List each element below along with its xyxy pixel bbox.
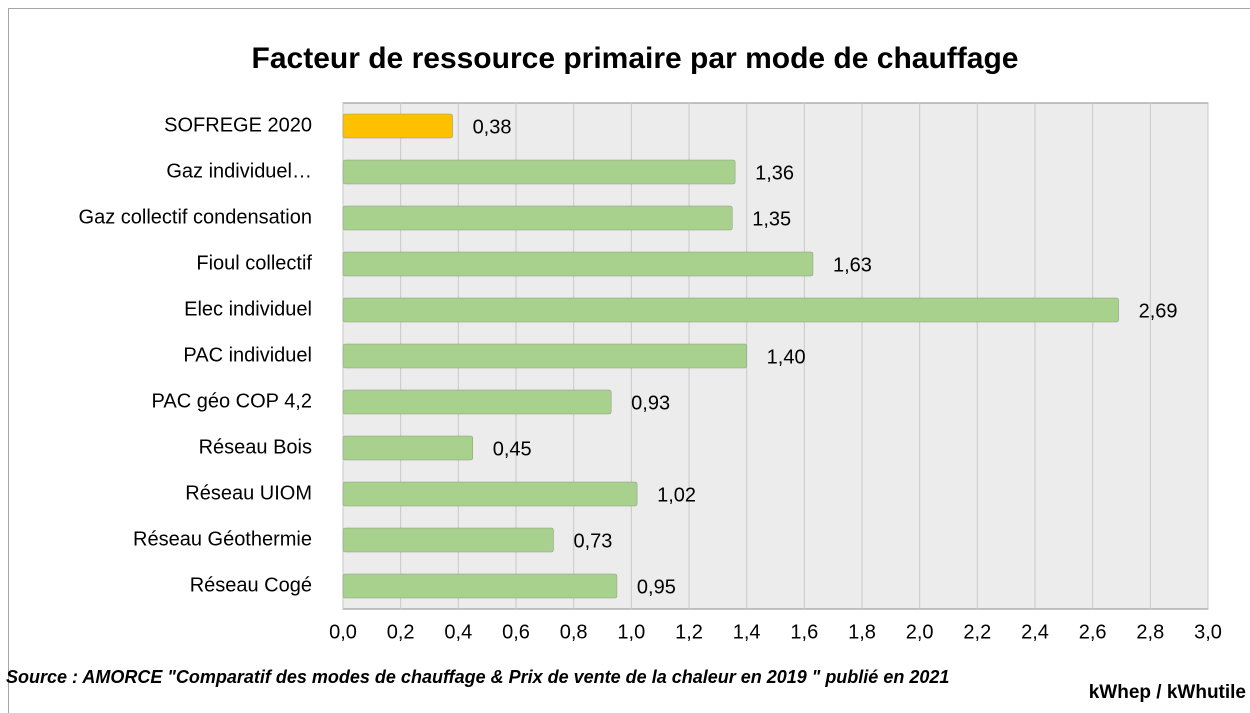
bar [342, 573, 618, 599]
y-tick-label: Gaz individuel… [166, 160, 312, 182]
bar [342, 435, 473, 461]
x-tick-label: 2,0 [906, 621, 934, 643]
x-tick-label: 2,4 [1021, 621, 1049, 643]
x-tick-label: 2,6 [1079, 621, 1107, 643]
x-axis-label: kWhep / kWhutile [1088, 682, 1246, 703]
y-tick-label: PAC géo COP 4,2 [152, 390, 312, 412]
x-tick-label: 1,2 [675, 621, 703, 643]
y-tick-label: SOFREGE 2020 [164, 114, 312, 136]
chart-frame [8, 8, 1250, 713]
bar [342, 159, 736, 185]
value-label: 1,35 [752, 208, 791, 230]
bar [342, 481, 638, 507]
x-tick-label: 0,6 [502, 621, 530, 643]
chart-title: Facteur de ressource primaire par mode d… [252, 42, 1019, 75]
y-tick-label: PAC individuel [183, 344, 312, 366]
value-label: 0,95 [637, 576, 676, 598]
value-label: 0,45 [493, 438, 532, 460]
bar [342, 343, 747, 369]
bar [342, 205, 733, 231]
y-tick-label: Fioul collectif [196, 252, 312, 274]
x-tick-label: 0,2 [387, 621, 415, 643]
bar [342, 389, 612, 415]
y-tick-label: Réseau UIOM [185, 482, 312, 504]
x-tick-label: 0,0 [329, 621, 357, 643]
bar [342, 251, 814, 277]
x-tick-label: 0,8 [560, 621, 588, 643]
value-label: 0,73 [573, 530, 612, 552]
y-tick-label: Réseau Géothermie [133, 528, 312, 550]
value-label: 0,93 [631, 392, 670, 414]
x-tick-label: 0,4 [444, 621, 472, 643]
x-tick-label: 1,0 [617, 621, 645, 643]
value-label: 1,36 [755, 162, 794, 184]
value-label: 2,69 [1139, 300, 1178, 322]
source-note: Source : AMORCE "Comparatif des modes de… [6, 667, 950, 687]
bar [342, 527, 554, 553]
value-label: 0,38 [473, 116, 512, 138]
x-tick-label: 3,0 [1194, 621, 1222, 643]
y-tick-label: Réseau Cogé [190, 574, 312, 596]
y-tick-label: Gaz collectif condensation [79, 206, 312, 228]
value-label: 1,02 [657, 484, 696, 506]
x-tick-label: 1,6 [790, 621, 818, 643]
bar [342, 113, 453, 139]
value-label: 1,63 [833, 254, 872, 276]
bar [342, 297, 1119, 323]
y-tick-label: Réseau Bois [199, 436, 312, 458]
y-tick-label: Elec individuel [184, 298, 312, 320]
x-tick-label: 1,8 [848, 621, 876, 643]
x-tick-label: 2,8 [1136, 621, 1164, 643]
x-tick-label: 1,4 [733, 621, 761, 643]
x-tick-label: 2,2 [963, 621, 991, 643]
value-label: 1,40 [767, 346, 806, 368]
